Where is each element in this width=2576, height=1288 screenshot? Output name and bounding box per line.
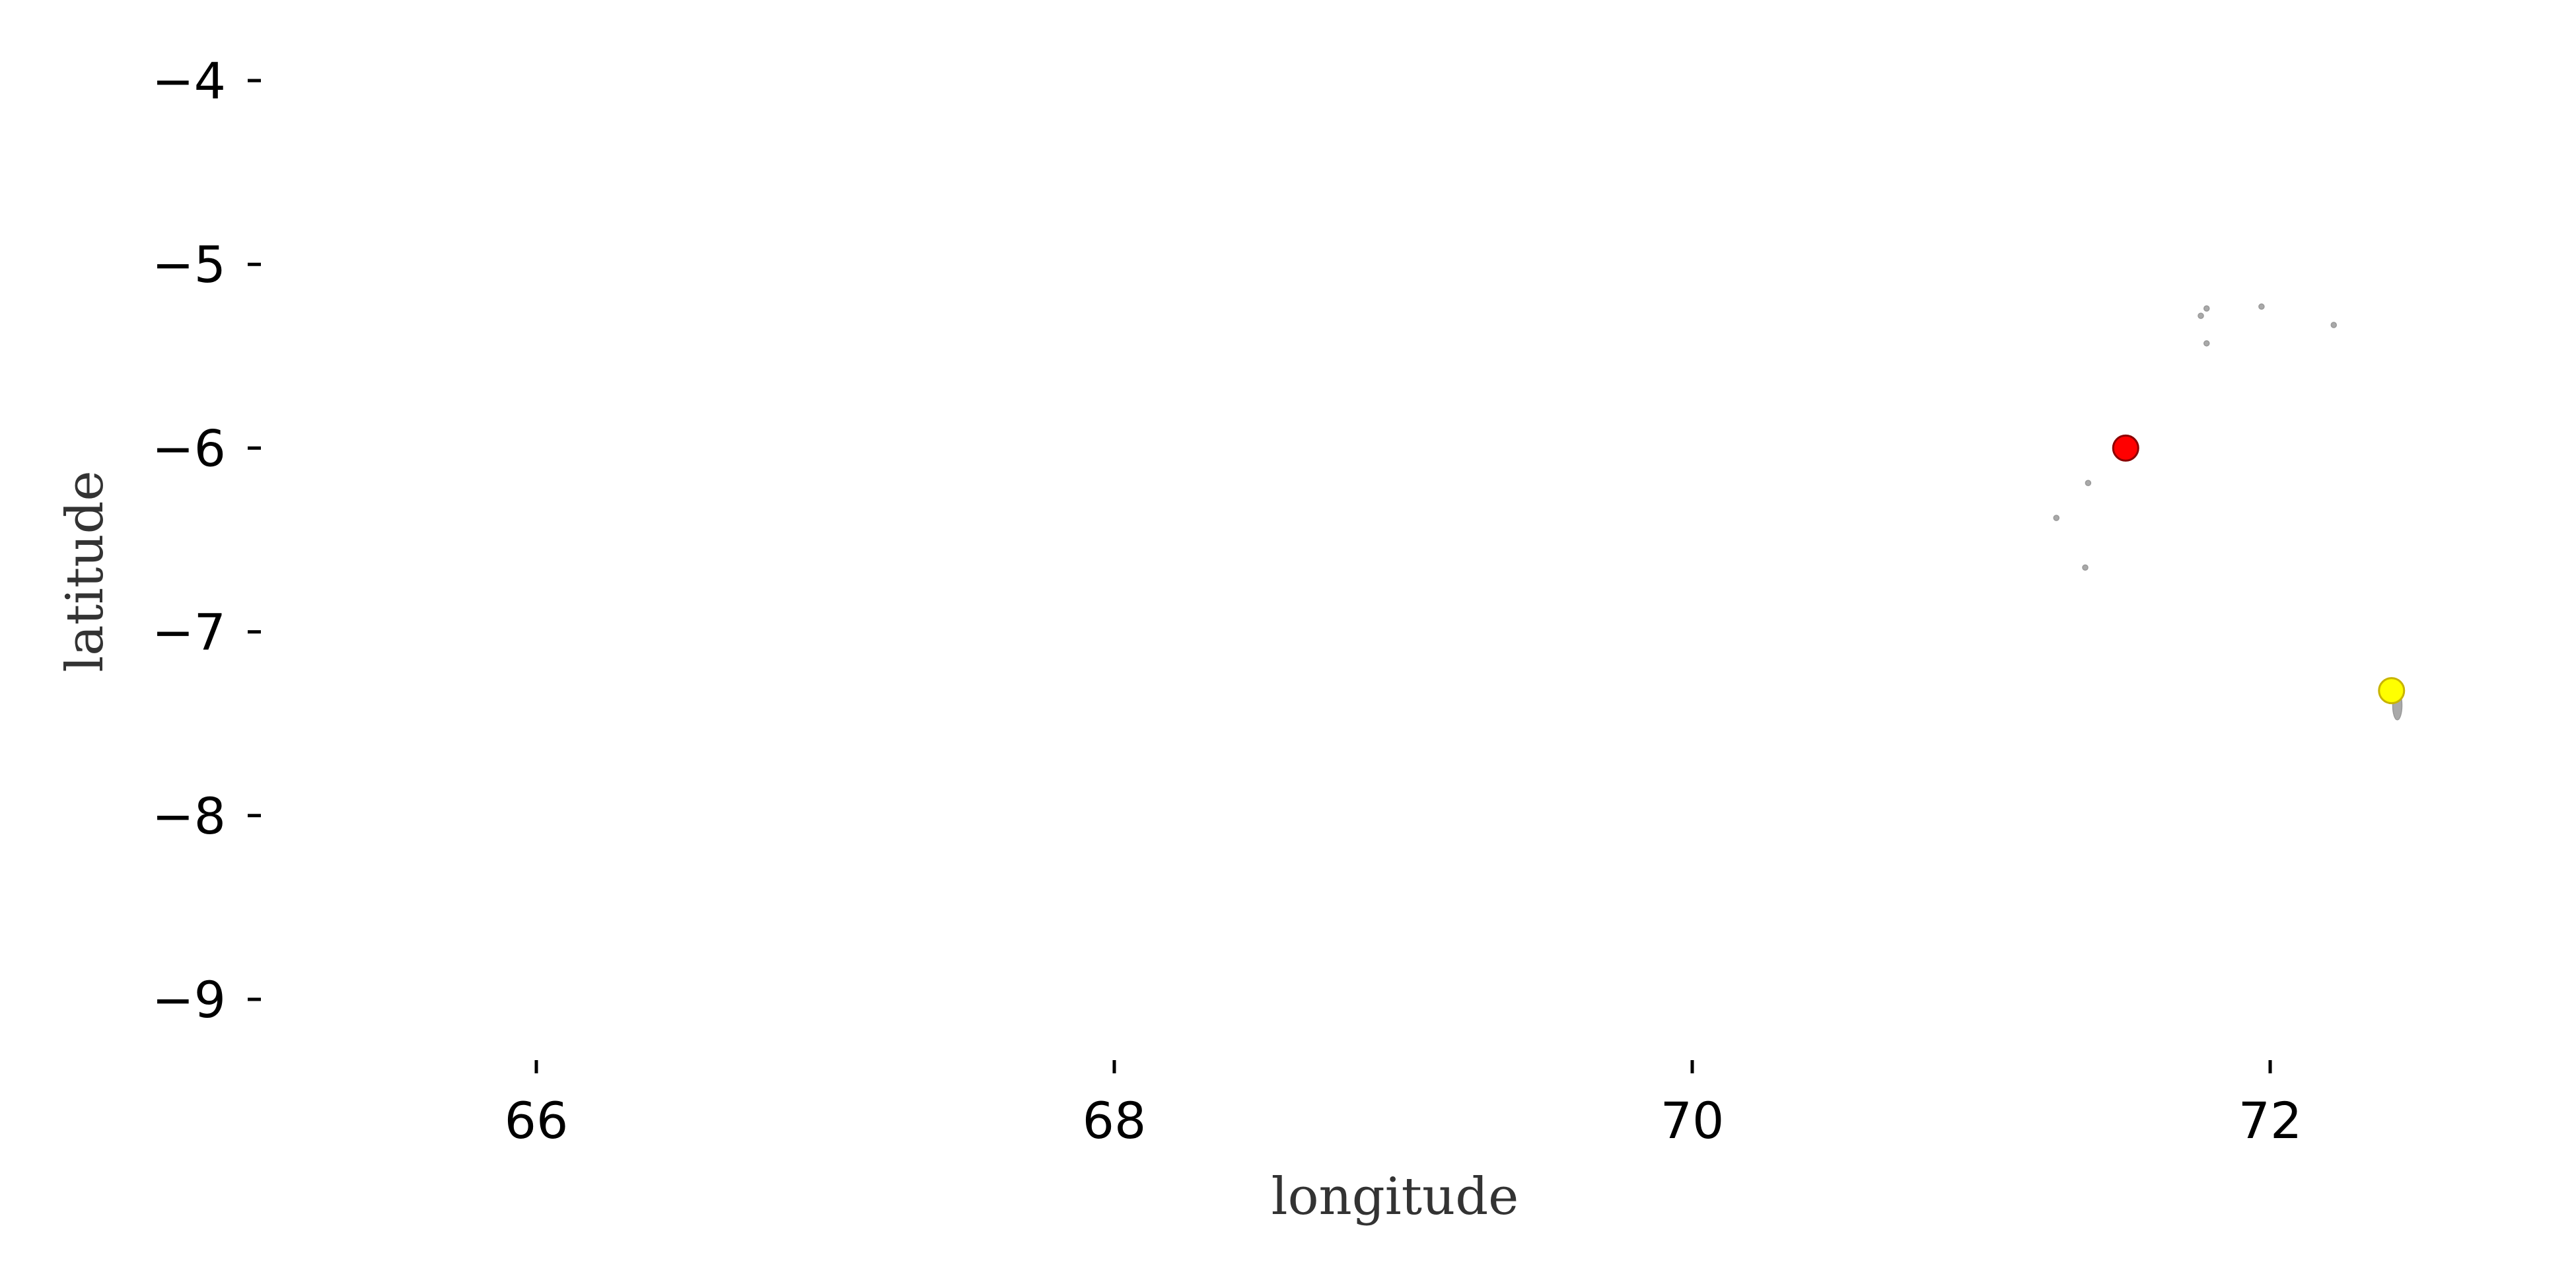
island-7 xyxy=(2053,515,2059,521)
x-tick-label-68: 68 xyxy=(1083,1091,1147,1150)
y-tick-label-9: −9 xyxy=(152,970,226,1029)
y-axis: −4 −5 −6 −7 −8 −9 xyxy=(152,52,261,1029)
yellow-location-marker xyxy=(2378,677,2406,705)
island-2 xyxy=(2198,312,2204,319)
x-tick-label-66: 66 xyxy=(505,1091,569,1150)
y-tick-label-5: −5 xyxy=(152,235,226,294)
x-axis: 66687072747678 xyxy=(505,1060,2303,1150)
island-3 xyxy=(2258,303,2265,310)
x-tick-label-70: 70 xyxy=(1661,1091,1725,1150)
y-axis-title: latitude xyxy=(55,470,115,672)
x-tick-label-72: 72 xyxy=(2238,1091,2303,1150)
y-tick-label-7: −7 xyxy=(152,603,226,662)
island-4 xyxy=(2330,322,2337,328)
y-tick-label-8: −8 xyxy=(152,787,226,845)
island-1 xyxy=(2203,305,2210,312)
island-5 xyxy=(2203,340,2210,347)
island-8 xyxy=(2082,564,2089,571)
red-location-marker xyxy=(2112,434,2139,462)
points-layer xyxy=(2112,434,2406,705)
y-tick-label-4: −4 xyxy=(152,52,226,110)
x-axis-title: longitude xyxy=(1271,1167,1519,1227)
island-6 xyxy=(2085,480,2092,487)
y-tick-label-6: −6 xyxy=(152,419,226,478)
